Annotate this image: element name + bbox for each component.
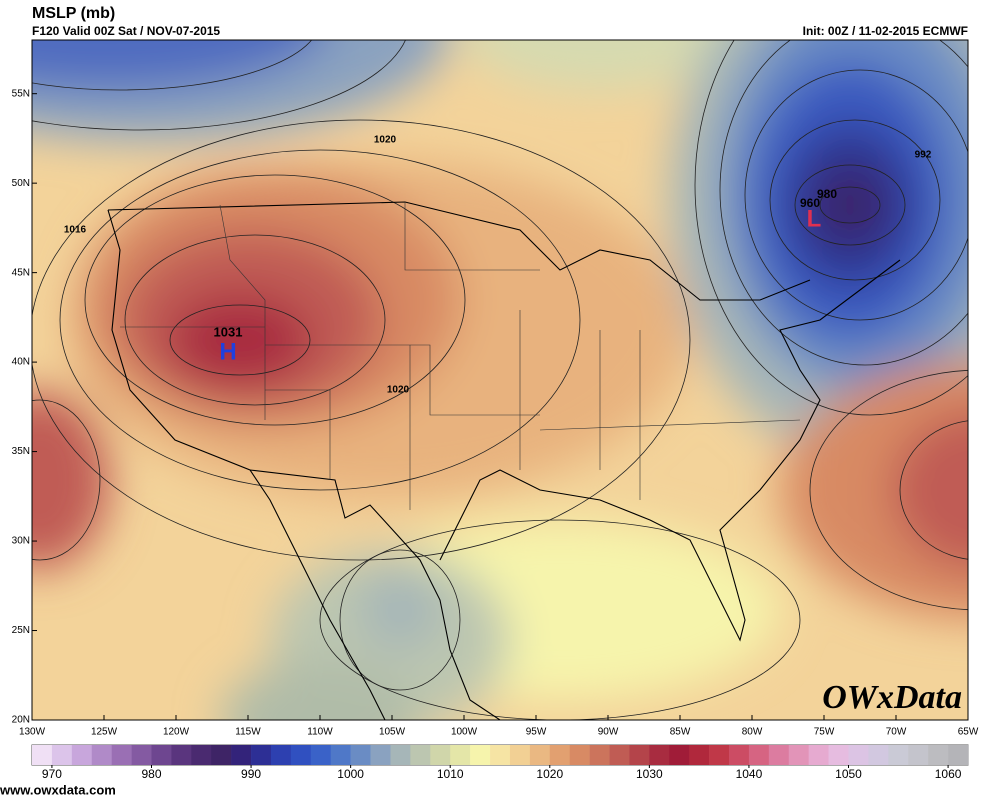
- colorbar-cell: [689, 745, 710, 765]
- lon-tick-label: 105W: [379, 727, 406, 738]
- isobar-label: 1020: [374, 135, 397, 146]
- colorbar-cell: [808, 745, 829, 765]
- colorbar-cell: [310, 745, 332, 765]
- lat-tick-label: 30N: [12, 536, 30, 547]
- colorbar-cell: [350, 745, 371, 765]
- high-marker: H: [219, 338, 236, 365]
- lon-tick-label: 125W: [91, 727, 118, 738]
- lat-tick-label: 25N: [12, 625, 30, 636]
- colorbar-cell: [748, 745, 770, 765]
- isobar-label: 1016: [64, 225, 87, 236]
- lat-tick-label: 20N: [12, 715, 30, 726]
- colorbar-tick-label: 990: [241, 767, 261, 781]
- colorbar-cell: [490, 745, 511, 765]
- colorbar-tick-label: 1020: [536, 767, 563, 781]
- colorbar-cell: [450, 745, 471, 765]
- isobar-label: 992: [915, 150, 932, 161]
- low-value: 980: [817, 187, 837, 201]
- colorbar-cell: [390, 745, 411, 765]
- colorbar-cell: [51, 745, 73, 765]
- colorbar-cell: [569, 745, 590, 765]
- lon-tick-label: 130W: [19, 727, 46, 738]
- init-time: Init: 00Z / 11-02-2015 ECMWF: [803, 24, 968, 38]
- colorbar-tick-label: 1010: [437, 767, 464, 781]
- colorbar-tick-label: 970: [42, 767, 62, 781]
- colorbar-cell: [609, 745, 630, 765]
- lat-tick-label: 45N: [12, 267, 30, 278]
- footer-url: www.owxdata.com: [0, 782, 116, 797]
- pressure-labels: 1020 1016 1020 1031 H 980 960 992 L: [64, 135, 932, 396]
- colorbar-cell: [32, 745, 53, 765]
- colorbar-cell: [231, 745, 252, 765]
- colorbar-cell: [709, 745, 730, 765]
- colorbar-cell: [848, 745, 869, 765]
- colorbar-cell: [649, 745, 670, 765]
- lon-tick-label: 90W: [598, 727, 619, 738]
- colorbar-tick-label: 1060: [935, 767, 962, 781]
- lon-tick-label: 70W: [886, 727, 907, 738]
- colorbar-cell: [788, 745, 809, 765]
- colorbar-cell: [768, 745, 790, 765]
- colorbar-tick-label: 1050: [835, 767, 862, 781]
- lon-tick-label: 85W: [670, 727, 691, 738]
- colorbar-cell: [211, 745, 232, 765]
- lon-tick-label: 110W: [307, 727, 333, 738]
- lon-tick-label: 75W: [814, 727, 835, 738]
- colorbar-cell: [509, 745, 531, 765]
- lon-tick-label: 120W: [163, 727, 190, 738]
- colorbar-cell: [251, 745, 272, 765]
- colorbar-cell: [151, 745, 172, 765]
- colorbar-cell: [729, 745, 750, 765]
- colorbar-cell: [430, 745, 451, 765]
- colorbar-cell: [470, 745, 491, 765]
- borders: [107, 201, 901, 720]
- colorbar-cell: [948, 745, 969, 765]
- lat-tick-label: 40N: [12, 357, 30, 368]
- colorbar-cell: [91, 745, 112, 765]
- colorbar-cell: [529, 745, 551, 765]
- colorbar-cell: [410, 745, 431, 765]
- colorbar-cell: [370, 745, 391, 765]
- colorbar-cell: [171, 745, 192, 765]
- colorbar-cell: [868, 745, 889, 765]
- colorbar-cell: [908, 745, 929, 765]
- isobars: [32, 40, 968, 720]
- colorbar-cell: [669, 745, 690, 765]
- colorbar-cell: [549, 745, 571, 765]
- high-value: 1031: [214, 324, 243, 339]
- valid-time: F120 Valid 00Z Sat / NOV-07-2015: [32, 24, 220, 38]
- colorbar-tick-label: 980: [141, 767, 161, 781]
- colorbar-cell: [629, 745, 650, 765]
- colorbar-cell: [888, 745, 909, 765]
- colorbar-cell: [330, 745, 351, 765]
- isobar-label: 960: [800, 196, 820, 210]
- colorbar-cell: [290, 745, 312, 765]
- colorbar-tick-label: 1030: [636, 767, 663, 781]
- isobar-label: 1020: [387, 385, 410, 396]
- colorbar-cell: [111, 745, 132, 765]
- logo: OWxData: [822, 679, 962, 716]
- lon-tick-label: 95W: [526, 727, 547, 738]
- colorbar-tick-label: 1000: [337, 767, 364, 781]
- colorbar-tick-label: 1040: [736, 767, 763, 781]
- lat-tick-label: 55N: [12, 88, 30, 99]
- colorbar-cell: [131, 745, 152, 765]
- colorbar-cell: [828, 745, 849, 765]
- colorbar-cell: [270, 745, 292, 765]
- lon-tick-label: 80W: [742, 727, 763, 738]
- map: 1020 1016 1020 1031 H 980 960 992 L OWxD…: [32, 40, 968, 720]
- colorbar-cell: [589, 745, 610, 765]
- lat-tick-label: 50N: [12, 178, 30, 189]
- low-marker: L: [807, 205, 822, 232]
- map-frame: [31, 39, 969, 721]
- colorbar-cell: [191, 745, 212, 765]
- title: MSLP (mb): [32, 5, 115, 22]
- lon-tick-label: 115W: [235, 727, 261, 738]
- colorbar-cell: [928, 745, 949, 765]
- lon-tick-label: 100W: [451, 727, 478, 738]
- colorbar-cell: [71, 745, 93, 765]
- lat-tick-label: 35N: [12, 446, 30, 457]
- lon-tick-label: 65W: [958, 727, 979, 738]
